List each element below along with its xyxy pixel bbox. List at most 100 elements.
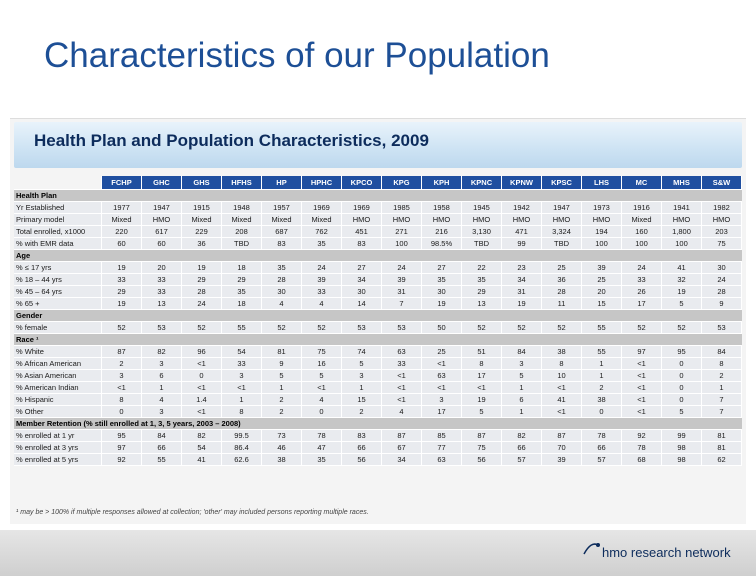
table-cell: 19 <box>662 286 702 298</box>
table-cell: 85 <box>422 430 462 442</box>
table-cell: 0 <box>102 406 142 418</box>
table-cell: 35 <box>302 454 342 466</box>
row-label: Primary model <box>14 214 102 226</box>
table-cell: 7 <box>702 394 742 406</box>
table-cell: 36 <box>542 274 582 286</box>
table-cell: <1 <box>542 382 582 394</box>
column-header-ghs: GHS <box>182 176 222 190</box>
column-header-kpg: KPG <box>382 176 422 190</box>
table-cell: 87 <box>382 430 422 442</box>
table-cell: 55 <box>222 322 262 334</box>
table-row: % female 52 53 52 55 52 52 53 53 50 52 52 52 55 52 52 53 <box>14 322 742 334</box>
row-label: % enrolled at 1 yr <box>14 430 102 442</box>
row-label: % 65 + <box>14 298 102 310</box>
table-cell: 99 <box>662 430 702 442</box>
table-cell: 0 <box>662 382 702 394</box>
section-header-row: Race ¹ <box>14 334 742 346</box>
table-cell: 99.5 <box>222 430 262 442</box>
column-header-lhs: LHS <box>582 176 622 190</box>
table-cell: 95 <box>662 346 702 358</box>
table-cell: 98 <box>662 442 702 454</box>
table-cell: 4 <box>302 298 342 310</box>
table-cell: 77 <box>422 442 462 454</box>
row-label: % American Indian <box>14 382 102 394</box>
table-cell: 24 <box>702 274 742 286</box>
table-cell: 63 <box>422 370 462 382</box>
table-cell: 39 <box>302 274 342 286</box>
table-cell: <1 <box>382 382 422 394</box>
table-cell: 36 <box>182 238 222 250</box>
table-cell: 28 <box>542 286 582 298</box>
column-header-hfhs: HFHS <box>222 176 262 190</box>
table-cell: 687 <box>262 226 302 238</box>
table-cell: 57 <box>582 454 622 466</box>
table-cell: 74 <box>342 346 382 358</box>
table-cell: 98 <box>662 454 702 466</box>
table-cell: <1 <box>302 382 342 394</box>
table-cell: <1 <box>462 382 502 394</box>
table-cell: 6 <box>142 370 182 382</box>
table-cell: 220 <box>102 226 142 238</box>
table-cell: 15 <box>582 298 622 310</box>
row-label: % enrolled at 5 yrs <box>14 454 102 466</box>
table-cell: 3,324 <box>542 226 582 238</box>
table-cell: 1 <box>582 358 622 370</box>
table-cell: 87 <box>542 430 582 442</box>
table-cell: 1945 <box>462 202 502 214</box>
table-cell: 33 <box>622 274 662 286</box>
section-title: Race ¹ <box>14 334 742 346</box>
table-cell: 1 <box>582 370 622 382</box>
table-cell: 52 <box>462 322 502 334</box>
row-label: Yr Established <box>14 202 102 214</box>
table-cell: 78 <box>302 430 342 442</box>
table-cell: 16 <box>302 358 342 370</box>
table-cell: 10 <box>542 370 582 382</box>
column-header-row: FCHP GHC GHS HFHS HP HPHC KPCO KPG KPH KPNC KPNW KP… <box>14 176 742 190</box>
table-cell: Mixed <box>182 214 222 226</box>
table-cell: 2 <box>262 406 302 418</box>
table-cell: 1 <box>142 382 182 394</box>
table-cell: <1 <box>422 382 462 394</box>
section-title: Age <box>14 250 742 262</box>
table-cell: Mixed <box>102 214 142 226</box>
row-label: % ≤ 17 yrs <box>14 262 102 274</box>
table-cell: 9 <box>262 358 302 370</box>
table-row: % 18 – 44 yrs 33 33 29 29 28 39 34 39 35 35 34 36 25 3… <box>14 274 742 286</box>
table-cell: 46 <box>262 442 302 454</box>
table-cell: 75 <box>302 346 342 358</box>
row-label: % with EMR data <box>14 238 102 250</box>
table-cell: 56 <box>462 454 502 466</box>
table-cell: 92 <box>622 430 662 442</box>
table-cell: 19 <box>422 298 462 310</box>
table-cell: 63 <box>382 346 422 358</box>
table-cell: 4 <box>142 394 182 406</box>
table-cell: 1 <box>502 406 542 418</box>
table-cell: <1 <box>182 358 222 370</box>
table-cell: 57 <box>502 454 542 466</box>
table-cell: 54 <box>182 442 222 454</box>
table-cell: 55 <box>582 346 622 358</box>
table-cell: 1,800 <box>662 226 702 238</box>
table-cell: 6 <box>502 394 542 406</box>
table-cell: 29 <box>182 274 222 286</box>
table-cell: HMO <box>542 214 582 226</box>
table-cell: 70 <box>542 442 582 454</box>
table-cell: 96 <box>182 346 222 358</box>
section-title: Gender <box>14 310 742 322</box>
table-cell: 25 <box>422 346 462 358</box>
table-cell: Mixed <box>302 214 342 226</box>
section-title: Member Retention (% still enrolled at 1,… <box>14 418 742 430</box>
table-cell: 11 <box>542 298 582 310</box>
table-cell: 31 <box>502 286 542 298</box>
table-cell: 24 <box>182 298 222 310</box>
table-cell: 98.5% <box>422 238 462 250</box>
table-cell: 1947 <box>142 202 182 214</box>
table-cell: 1 <box>342 382 382 394</box>
table-cell: 3 <box>342 370 382 382</box>
table-cell: 55 <box>142 454 182 466</box>
table-cell: 87 <box>102 346 142 358</box>
table-cell: 17 <box>622 298 662 310</box>
table-cell: 19 <box>182 262 222 274</box>
table-cell: 5 <box>502 370 542 382</box>
table-cell: 51 <box>462 346 502 358</box>
